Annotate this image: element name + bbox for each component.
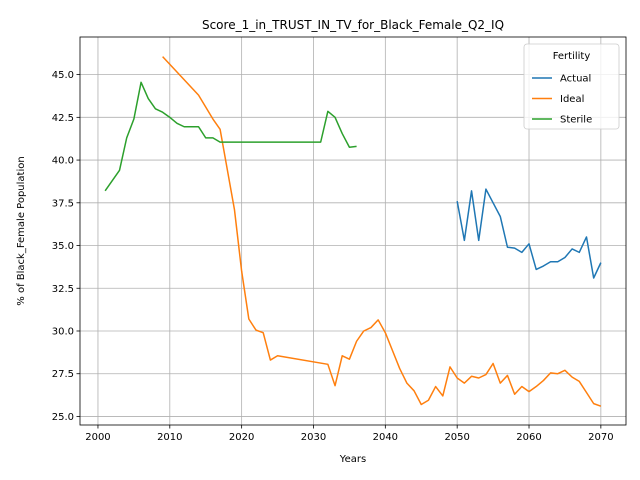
y-tick-label: 32.5 (52, 284, 74, 295)
x-tick-label: 2000 (85, 432, 110, 443)
legend-label-sterile: Sterile (560, 115, 592, 126)
legend-title: Fertility (553, 51, 591, 62)
x-axis-label: Years (339, 454, 366, 465)
series-line-sterile (104, 81, 357, 192)
plot-frame (79, 36, 627, 426)
chart-title: Score_1_in_TRUST_IN_TV_for_Black_Female_… (202, 18, 504, 32)
x-tick-label: 2050 (444, 432, 469, 443)
y-tick-label: 25.0 (52, 412, 74, 423)
y-tick-label: 27.5 (52, 369, 74, 380)
legend-label-ideal: Ideal (560, 94, 584, 105)
y-tick-label: 35.0 (52, 241, 74, 252)
y-axis-label: % of Black_Female Population (16, 156, 27, 305)
y-tick-label: 40.0 (52, 156, 74, 167)
y-tick-label: 42.5 (52, 113, 74, 124)
x-tick-label: 2020 (229, 432, 254, 443)
x-tick-label: 2040 (373, 432, 398, 443)
legend-label-actual: Actual (560, 74, 591, 85)
y-tick-label: 30.0 (52, 326, 74, 337)
x-tick-label: 2010 (157, 432, 182, 443)
series-line-actual (456, 188, 602, 279)
x-tick-label: 2030 (301, 432, 326, 443)
series-line-ideal (162, 56, 602, 407)
legend-box (523, 43, 620, 130)
axis-ticks: 2000 2010 2020 2030 2040 2050 2060 2070 25.0 27.5… (52, 70, 614, 443)
y-tick-label: 45.0 (52, 70, 74, 81)
series-lines (104, 56, 602, 407)
x-tick-label: 2060 (516, 432, 541, 443)
legend: Fertility Actual Ideal Sterile (523, 43, 620, 130)
y-tick-label: 37.5 (52, 198, 74, 209)
x-tick-label: 2070 (588, 432, 613, 443)
